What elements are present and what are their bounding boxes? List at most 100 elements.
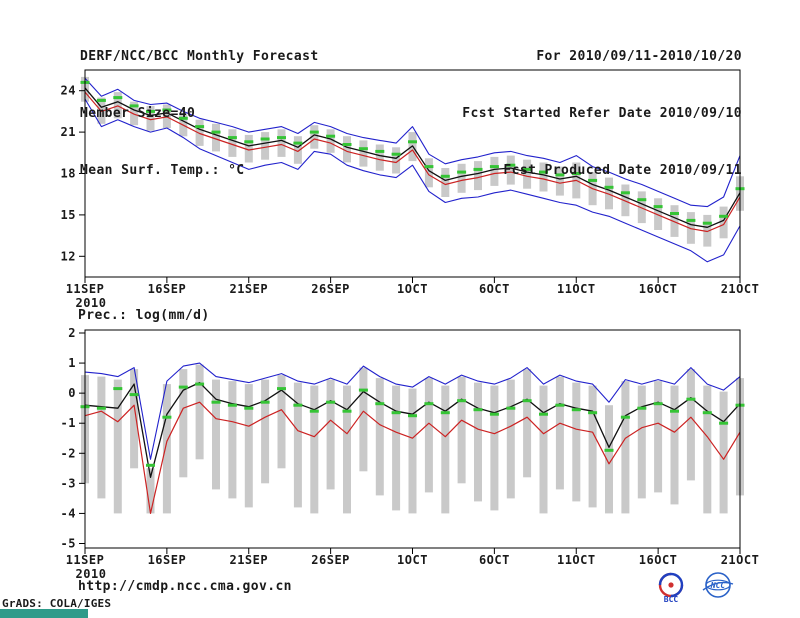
spread-bar [359, 367, 368, 472]
spread-bar [326, 129, 335, 153]
spread-bar [457, 376, 466, 484]
temperature-chart: 12 15 18 21 24 11SEP 16SEP 21SEP 26SEP 1OCT 6OCT 11… [61, 69, 759, 310]
series-ensemble-max [84, 362, 741, 460]
spread-bars [81, 364, 744, 514]
spread-bar [686, 212, 695, 244]
series-ensemble-mean [84, 87, 741, 228]
y-tick-label: 18 [61, 167, 76, 181]
page-title: DERF/NCC/BCC Monthly Forecast [80, 49, 319, 64]
observation-dash [440, 174, 450, 178]
spread-bar [97, 376, 106, 499]
observation-dash [129, 393, 139, 397]
spread-bar [408, 388, 417, 514]
spread-bar [457, 163, 466, 193]
spread-bar [474, 382, 482, 502]
observation-dash [719, 214, 729, 218]
observation-dash [326, 134, 336, 138]
observation-dash [342, 143, 352, 146]
observation-dash [391, 411, 401, 415]
x-tick-label: 11OCT [557, 553, 596, 567]
spread-bar [228, 129, 237, 157]
y-tick-label: 1 [68, 356, 76, 370]
y-tick-label: 0 [68, 386, 76, 400]
spread-bar [375, 144, 384, 171]
spread-bar [261, 132, 270, 160]
observation-dash [260, 137, 270, 141]
y-tick-label: 21 [61, 125, 76, 139]
observation-dash [702, 221, 712, 225]
refer-date-label: Fcst Started Refer Date 2010/09/10 [462, 106, 742, 121]
prec-panel-label: Prec.: log(mm/d) [78, 308, 210, 323]
observation-dash [408, 140, 417, 144]
spread-bar [179, 369, 188, 478]
observation-dash [686, 397, 696, 401]
y-tick-label: -1 [61, 416, 76, 430]
spread-bar [555, 376, 564, 490]
observation-dash [129, 104, 139, 108]
spread-bar [506, 155, 515, 185]
x-tick-label: 11OCT [557, 282, 596, 296]
observation-dash [244, 140, 254, 144]
observation-dash [440, 411, 450, 415]
spread-bar [719, 206, 728, 239]
grads-credit: GrADS: COLA/IGES [2, 597, 112, 610]
spread-bar [719, 391, 728, 514]
series-observation [80, 80, 745, 225]
series-ensemble-max [84, 77, 741, 208]
observation-dash [670, 409, 679, 413]
observation-dash [277, 387, 286, 391]
x-tick-label: 21SEP [229, 553, 268, 567]
observation-dash [244, 406, 254, 410]
forecast-range-label: For 2010/09/11-2010/10/20 [536, 49, 742, 64]
ncc-logo-label: NCC [710, 581, 726, 590]
bcc-logo-icon: BCC [658, 572, 684, 603]
x-tick-label: 16OCT [639, 553, 678, 567]
observation-dash [620, 415, 630, 419]
observation-dash [375, 149, 385, 153]
spread-bar [654, 198, 663, 230]
spread-bar [703, 214, 712, 247]
observation-dash [227, 136, 237, 140]
spread-bar [146, 105, 155, 131]
observation-dash [604, 448, 614, 452]
observation-dash [260, 400, 270, 404]
observation-dash [489, 412, 499, 416]
observation-dash [637, 198, 647, 202]
observation-dash [162, 415, 172, 419]
y-tick-label: 12 [61, 249, 76, 263]
x-tick-label: 26SEP [311, 553, 350, 567]
spread-bar [539, 162, 548, 192]
grads-stamp-block [0, 609, 88, 618]
series-control-run [84, 91, 741, 233]
observation-dash [113, 96, 123, 100]
spread-bar [621, 381, 630, 514]
observation-dash [358, 388, 368, 392]
spread-bar [359, 140, 368, 167]
spread-bar [703, 385, 712, 514]
y-tick-label: -3 [61, 476, 76, 490]
spread-bar [228, 381, 237, 499]
observation-dash [522, 399, 532, 403]
spread-bar [326, 379, 335, 490]
observation-dash [604, 185, 614, 189]
observation-dash [719, 421, 729, 425]
spread-bar [261, 379, 270, 484]
observation-dash [375, 402, 385, 406]
observation-dash [178, 116, 188, 120]
spread-bar [539, 385, 548, 514]
observation-dash [473, 167, 483, 171]
observation-dash [309, 409, 319, 413]
spread-bar [343, 385, 351, 514]
observation-dash [358, 147, 368, 151]
spread-bar [441, 385, 450, 514]
header-left: DERF/NCC/BCC Monthly Forecast Member Siz… [80, 9, 319, 199]
spread-bar [277, 375, 286, 469]
spread-bar [523, 369, 532, 478]
spread-bar [424, 158, 433, 188]
spread-bar [621, 184, 630, 217]
x-tick-label: 11SEP [66, 282, 105, 296]
spread-bar [424, 378, 433, 493]
y-tick-label: -2 [61, 446, 76, 460]
